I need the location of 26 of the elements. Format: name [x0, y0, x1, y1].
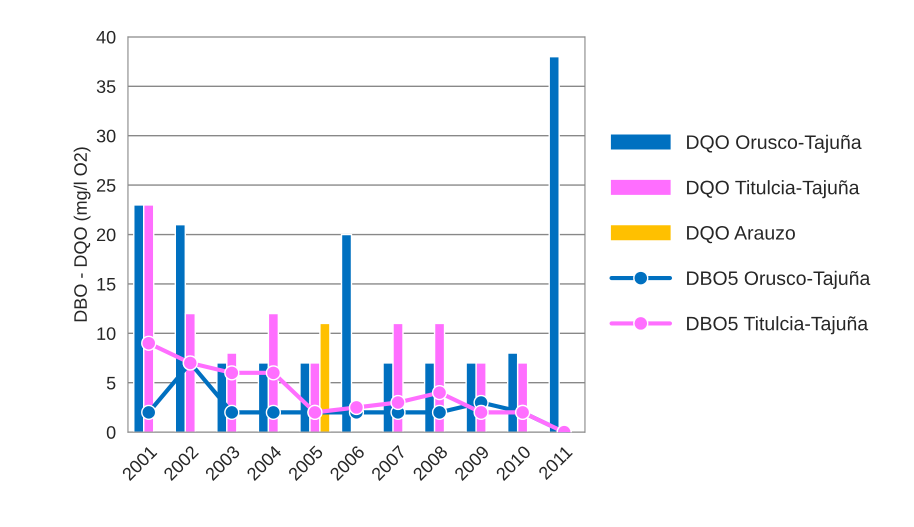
legend-label: DQO Orusco-Tajuña — [687, 134, 862, 153]
y-tick-label: 25 — [96, 179, 116, 192]
legend-label: DQO Arauzo — [687, 226, 795, 244]
point — [348, 400, 364, 416]
legend-label: DBO5 Titulcia-Tajuña — [687, 316, 868, 334]
point — [432, 384, 448, 400]
point — [432, 404, 448, 420]
point — [141, 404, 156, 420]
point — [224, 365, 240, 380]
point — [141, 336, 156, 351]
y-tick-label: 20 — [96, 228, 116, 242]
point — [390, 394, 406, 410]
point — [473, 404, 489, 420]
y-tick-label: 15 — [97, 278, 116, 291]
y-tick-label: 5 — [106, 376, 116, 390]
y-tick-label: 40 — [96, 30, 116, 44]
point — [266, 404, 282, 420]
y-axis-title: DBO - DQO (mg/l O2) — [74, 147, 91, 322]
y-tick-label: 10 — [97, 327, 116, 340]
y-tick-label: 30 — [96, 130, 116, 142]
point — [224, 404, 240, 420]
y-tick-label: 35 — [96, 80, 116, 94]
y-tick-label: 0 — [106, 426, 116, 439]
legend-label: DBO5 Orusco-Tajuña — [687, 270, 870, 289]
legend-label: DQO Titulcia-Tajuña — [687, 180, 860, 198]
point — [266, 365, 282, 380]
